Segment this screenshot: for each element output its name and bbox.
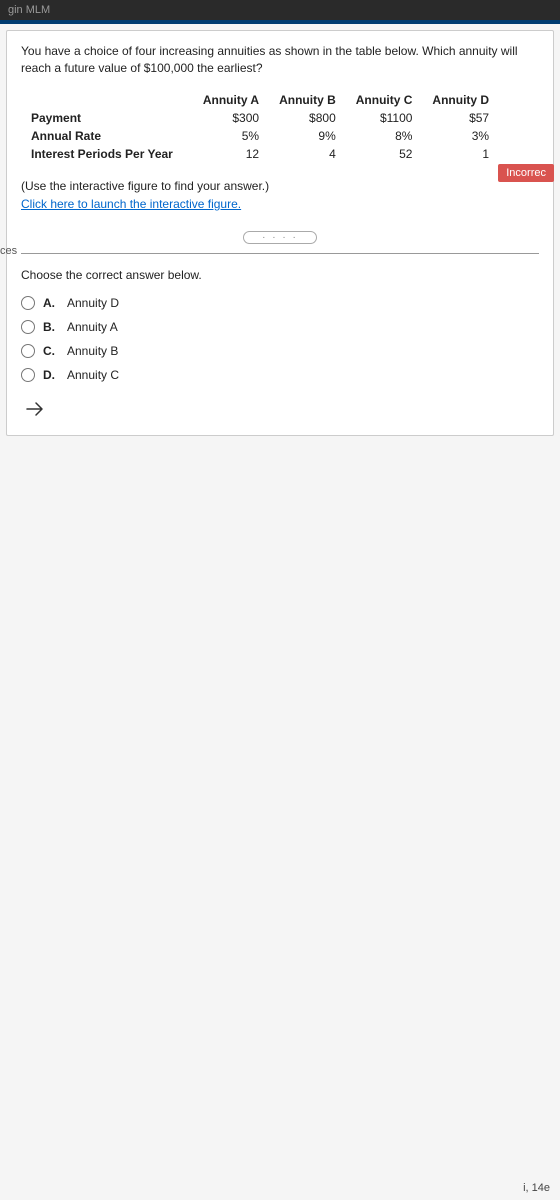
table-cell: 9% [269, 127, 346, 145]
option-text: Annuity C [67, 368, 119, 382]
table-cell: 8% [346, 127, 423, 145]
question-panel: You have a choice of four increasing ann… [6, 30, 554, 436]
table-cell: $800 [269, 109, 346, 127]
row-label: Interest Periods Per Year [21, 145, 193, 163]
progress-bar [0, 20, 560, 24]
table-cell: 1 [422, 145, 499, 163]
option-letter: C. [43, 344, 59, 358]
table-cell: 52 [346, 145, 423, 163]
option-text: Annuity A [67, 320, 118, 334]
hint-line: (Use the interactive figure to find your… [21, 179, 539, 193]
option-a-radio[interactable] [21, 296, 35, 310]
table-cell: 12 [193, 145, 269, 163]
option-d[interactable]: D. Annuity C [21, 368, 539, 382]
top-bar-left-label: gin MLM [8, 4, 50, 16]
option-c[interactable]: C. Annuity B [21, 344, 539, 358]
annuity-table: Annuity A Annuity B Annuity C Annuity D … [21, 91, 499, 163]
option-b-radio[interactable] [21, 320, 35, 334]
table-cell: $1100 [346, 109, 423, 127]
interactive-figure-link[interactable]: Click here to launch the interactive fig… [21, 197, 241, 211]
table-corner [21, 91, 193, 109]
option-b[interactable]: B. Annuity A [21, 320, 539, 334]
table-row: Annual Rate 5% 9% 8% 3% [21, 127, 499, 145]
option-d-radio[interactable] [21, 368, 35, 382]
table-cell: 4 [269, 145, 346, 163]
collapse-dots[interactable]: · · · · [243, 231, 317, 244]
table-row: Interest Periods Per Year 12 4 52 1 [21, 145, 499, 163]
option-letter: A. [43, 296, 59, 310]
option-letter: D. [43, 368, 59, 382]
question-prompt: You have a choice of four increasing ann… [21, 43, 539, 77]
option-a[interactable]: A. Annuity D [21, 296, 539, 310]
table-cell: $57 [422, 109, 499, 127]
choose-label: Choose the correct answer below. [21, 268, 539, 282]
option-text: Annuity D [67, 296, 119, 310]
arrow-icon [25, 400, 47, 418]
options-group: A. Annuity D B. Annuity A C. Annuity B D… [21, 296, 539, 382]
option-c-radio[interactable] [21, 344, 35, 358]
submit-arrow-button[interactable] [21, 400, 539, 423]
table-col-header: Annuity A [193, 91, 269, 109]
table-cell: $300 [193, 109, 269, 127]
table-col-header: Annuity B [269, 91, 346, 109]
top-bar: gin MLM [0, 0, 560, 20]
table-row: Payment $300 $800 $1100 $57 [21, 109, 499, 127]
table-cell: 3% [422, 127, 499, 145]
table-cell: 5% [193, 127, 269, 145]
row-label: Annual Rate [21, 127, 193, 145]
table-col-header: Annuity C [346, 91, 423, 109]
left-panel-label: ces [0, 245, 17, 257]
footer-edition: i, 14e [523, 1182, 550, 1194]
row-label: Payment [21, 109, 193, 127]
divider [21, 253, 539, 254]
option-text: Annuity B [67, 344, 118, 358]
option-letter: B. [43, 320, 59, 334]
table-col-header: Annuity D [422, 91, 499, 109]
collapse-handle[interactable]: · · · · [21, 227, 539, 245]
incorrect-badge: Incorrec [498, 164, 554, 182]
